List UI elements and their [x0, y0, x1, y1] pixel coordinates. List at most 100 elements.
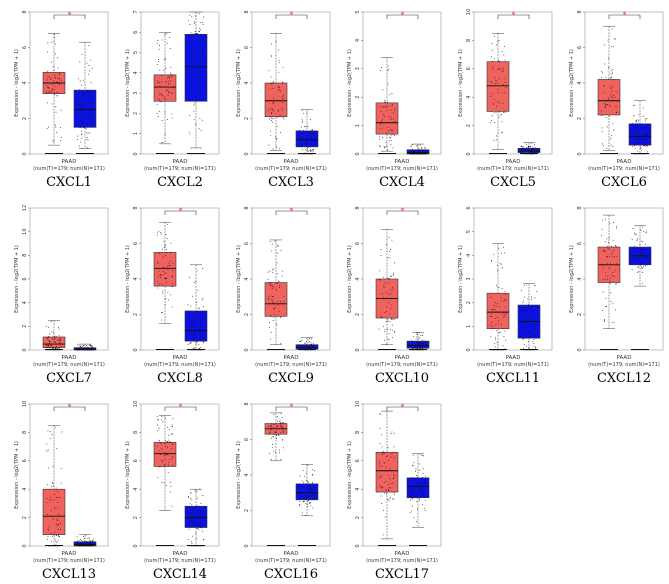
tumor-point [168, 264, 170, 266]
normal-point [639, 251, 641, 253]
tumor-point [54, 124, 56, 126]
tumor-point [170, 442, 172, 444]
tumor-point [492, 102, 494, 104]
tumor-point [388, 499, 390, 501]
normal-point [525, 310, 527, 312]
normal-point [191, 499, 193, 501]
normal-point [199, 76, 201, 78]
tumor-point [158, 60, 160, 62]
normal-point [301, 487, 303, 489]
tumor-point [609, 267, 611, 269]
normal-point [202, 337, 204, 339]
tumor-point [171, 426, 173, 428]
normal-point [88, 95, 90, 96]
normal-point [92, 122, 94, 124]
tumor-point [172, 418, 174, 420]
normal-point [532, 149, 534, 151]
tumor-point [56, 524, 58, 526]
tumor-point [171, 117, 173, 119]
tumor-point [382, 114, 384, 116]
normal-point [87, 349, 89, 351]
tumor-point [46, 349, 48, 351]
gene-title: CXCL16 [264, 567, 318, 582]
x-subtitle-label: (num(T)=179; num(N)=171) [366, 166, 438, 172]
tumor-point [275, 433, 277, 435]
tumor-point [387, 302, 389, 304]
tumor-point [490, 120, 492, 122]
normal-point [533, 151, 535, 153]
tumor-box [486, 61, 510, 112]
tumor-point [171, 285, 173, 287]
normal-point [299, 345, 301, 347]
normal-point [200, 522, 202, 524]
y-tick-label: 10 [22, 228, 28, 234]
tumor-point [380, 146, 381, 148]
tumor-point [607, 39, 609, 41]
normal-point [195, 508, 196, 510]
tumor-point [160, 81, 162, 83]
normal-point [302, 482, 304, 483]
tumor-point [58, 81, 60, 83]
tumor-point [167, 119, 169, 120]
significance-star: * [68, 11, 72, 20]
normal-point [306, 125, 308, 127]
tumor-point [169, 37, 170, 39]
tumor-point [165, 58, 167, 60]
y-tick-label: 0 [133, 544, 139, 547]
y-axis-label: Expression - log2(TPM + 1) [125, 441, 131, 509]
tumor-point [380, 120, 382, 122]
normal-point [202, 539, 204, 541]
normal-point [411, 491, 413, 493]
tumor-point [269, 283, 271, 285]
normal-point [85, 128, 87, 130]
normal-point [203, 538, 205, 540]
normal-point [304, 130, 306, 132]
normal-point [529, 331, 531, 333]
tumor-point [52, 338, 54, 340]
tumor-point [46, 79, 48, 81]
normal-point [298, 341, 300, 343]
normal-point [199, 488, 201, 490]
normal-point [309, 498, 311, 500]
normal-point [195, 47, 197, 49]
tumor-point [611, 70, 612, 72]
tumor-point [60, 339, 62, 341]
y-tick-label: 8 [22, 10, 28, 13]
tumor-point [385, 456, 387, 457]
tumor-point [378, 477, 380, 479]
tumor-point [606, 238, 608, 240]
normal-point [521, 290, 522, 292]
tumor-point [497, 83, 499, 84]
tumor-point [502, 345, 504, 347]
tumor-point [172, 87, 174, 89]
tumor-point [278, 287, 280, 288]
tumor-point [271, 83, 273, 85]
tumor-point [492, 326, 493, 328]
tumor-point [496, 284, 498, 286]
tumor-point [391, 93, 393, 95]
tumor-point [270, 425, 272, 426]
normal-point [414, 151, 416, 153]
normal-point [634, 142, 636, 144]
y-tick-label: 1 [133, 132, 139, 135]
tumor-point [490, 315, 492, 317]
normal-point [305, 347, 307, 349]
tumor-point [50, 347, 52, 349]
normal-point [191, 509, 193, 511]
tumor-point [604, 103, 606, 105]
normal-point [415, 348, 417, 350]
normal-point [198, 523, 200, 525]
tumor-point [278, 89, 280, 90]
tumor-point [495, 330, 497, 332]
normal-point [78, 348, 80, 349]
tumor-point [393, 457, 395, 459]
normal-point [535, 346, 536, 348]
normal-point [89, 544, 91, 545]
tumor-point [391, 318, 392, 320]
tumor-point [47, 528, 49, 530]
normal-point [313, 346, 315, 348]
normal-point [635, 119, 637, 121]
significance-bracket [275, 210, 308, 215]
normal-point [535, 152, 536, 154]
